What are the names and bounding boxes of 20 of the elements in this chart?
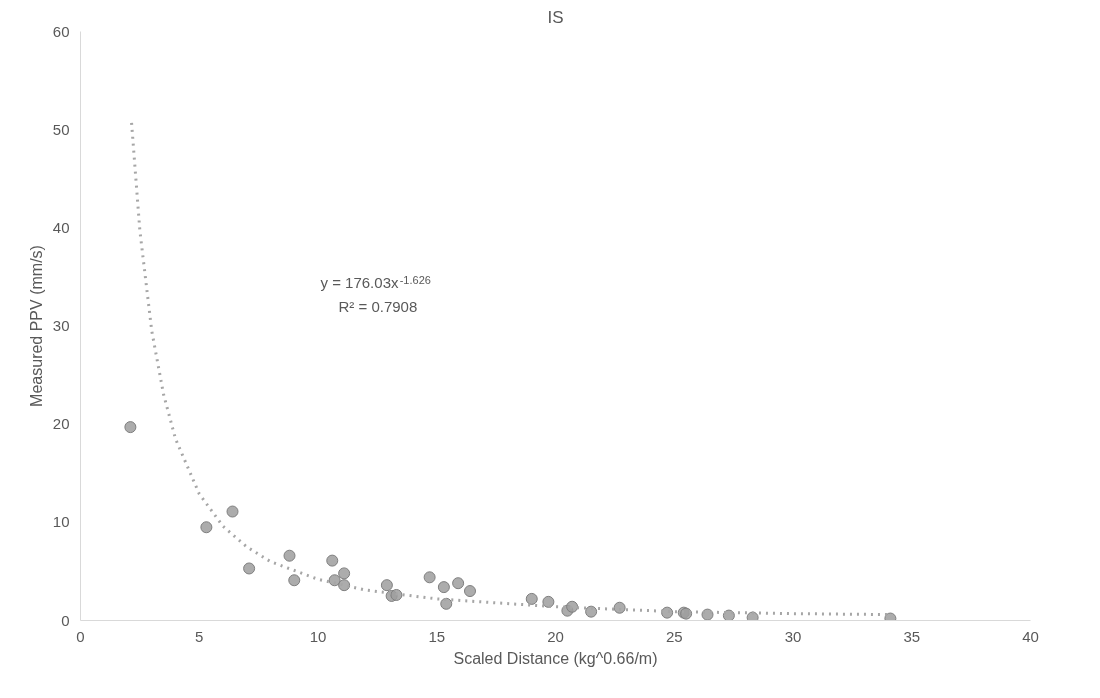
x-tick-label: 35 [903, 627, 921, 645]
chart-title: IS [547, 7, 564, 27]
x-tick-label: 10 [309, 627, 327, 645]
x-axis-title: Scaled Distance (kg^0.66/m) [453, 649, 658, 667]
y-tick-label: 0 [61, 611, 70, 629]
y-tick-label: 40 [52, 218, 70, 236]
x-tick-label: 40 [1022, 627, 1039, 645]
x-tick-label: 15 [428, 627, 446, 645]
y-axis-title: Measured PPV (mm/s) [27, 245, 45, 407]
y-tick-label: 50 [52, 120, 70, 138]
x-tick-label: 5 [195, 627, 204, 645]
x-tick-label: 25 [665, 627, 683, 645]
y-tick-label: 30 [52, 317, 70, 334]
x-tick-label: 0 [76, 627, 85, 645]
y-tick-label: 60 [52, 22, 70, 40]
y-tick-label: 20 [52, 415, 70, 433]
x-tick-label: 30 [784, 627, 802, 645]
x-tick-label: 20 [547, 627, 564, 645]
y-tick-label: 10 [52, 513, 70, 531]
annotation: R² = 0.7908 [338, 297, 418, 315]
